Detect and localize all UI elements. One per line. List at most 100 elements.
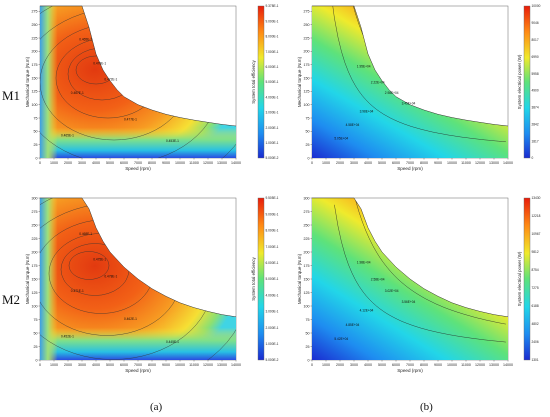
x-tick-label: 4000 [364, 161, 372, 165]
x-tick-label: 0 [39, 161, 41, 165]
y-tick-label: 175 [32, 63, 38, 67]
colorbar-tick-label: 10000 [532, 4, 541, 8]
contour-label: 5.42E+04 [334, 337, 348, 341]
x-tick-label: 10000 [175, 161, 185, 165]
y-tick-label: 300 [304, 196, 310, 200]
colorbar-tick-label: 6188 [532, 304, 539, 308]
x-tick-label: 13000 [489, 363, 499, 367]
colorbar [523, 197, 531, 361]
y-tick-label: 75 [34, 318, 38, 322]
contour-label: 0.472E-1 [104, 78, 117, 82]
y-axis-label: Mechanical torque (N.m) [297, 253, 302, 304]
colorbar-tick-label: 2406 [532, 340, 539, 344]
torque-envelope [40, 5, 237, 127]
x-tick-label: 7000 [406, 161, 414, 165]
y-tick-label: 150 [32, 277, 38, 281]
contour-label: 1.98E+04 [357, 260, 371, 264]
colorbar-tick-label: 4802 [532, 322, 539, 326]
x-axis-label: Speed (rpm) [125, 368, 151, 373]
x-tick-label: 1000 [322, 161, 330, 165]
x-tick-label: 13000 [217, 161, 227, 165]
colorbar-tick-label: 13430 [532, 196, 541, 200]
x-tick-label: 5000 [106, 363, 114, 367]
contour-label: 4.85E+04 [346, 323, 360, 327]
colorbar-tick-label: 9.505E-1 [266, 196, 279, 200]
colorbar-tick-label: 1.000E-1 [266, 141, 279, 145]
x-axis-label: Speed (rpm) [397, 368, 423, 373]
y-tick-label: 175 [304, 264, 310, 268]
x-tick-label: 4000 [92, 363, 100, 367]
y-tick-label: 75 [306, 318, 310, 322]
contour-label: 2.98E+04 [385, 91, 399, 95]
y-tick-label: 50 [34, 130, 38, 134]
x-tick-label: 8000 [148, 363, 156, 367]
y-tick-label: 300 [32, 196, 38, 200]
y-tick-label: 275 [304, 10, 310, 14]
torque-envelope [312, 5, 509, 127]
chart-svg: 1.98E+04 2.58E+04 3.02E+04 3.56E+04 4.12E+04… [297, 196, 541, 373]
contour-label: 0.475E-1 [93, 258, 106, 262]
torque-envelope [40, 197, 237, 318]
x-tick-label: 10000 [447, 363, 457, 367]
colorbar-tick-label: 9812 [532, 250, 539, 254]
y-tick-label: 275 [32, 210, 38, 214]
x-tick-label: 14000 [503, 363, 513, 367]
y-tick-label: 275 [304, 210, 310, 214]
colorbar-tick-label: 8.000E-1 [266, 229, 279, 233]
x-tick-label: 9000 [434, 363, 442, 367]
y-tick-label: 225 [32, 237, 38, 241]
y-tick-label: 75 [34, 116, 38, 120]
colorbar-tick-label: 9046 [532, 21, 539, 25]
x-tick-label: 2000 [336, 161, 344, 165]
chart-panel-m1-efficiency: 0.465E-1 0.476E-1 0.472E-1 0.467E-1 0.477E-1… [24, 2, 286, 186]
y-tick-label: 200 [304, 50, 310, 54]
y-tick-label: 250 [32, 223, 38, 227]
x-tick-label: 11000 [189, 161, 199, 165]
x-tick-label: 12000 [203, 161, 213, 165]
x-tick-label: 14000 [231, 161, 241, 165]
x-tick-label: 10000 [447, 161, 457, 165]
chart-svg: 0.468E-1 0.475E-1 0.478E-1 0.471E-1 0.462E-1… [25, 196, 279, 373]
x-tick-label: 6000 [392, 161, 400, 165]
y-tick-label: 75 [306, 116, 310, 120]
contour-line [68, 251, 110, 280]
colorbar-tick-label: 7275 [532, 286, 539, 290]
colorbar-tick-label: 9.000E-1 [266, 19, 279, 23]
colorbar-tick-label: 5.000E-2 [266, 156, 279, 160]
contour-line [351, 198, 506, 325]
x-tick-label: 2000 [64, 363, 72, 367]
x-tick-label: 2000 [64, 161, 72, 165]
colorbar-tick-label: 3874 [532, 106, 539, 110]
y-tick-label: 225 [32, 36, 38, 40]
col-label-a: (a) [150, 401, 163, 413]
x-tick-label: 11000 [189, 363, 199, 367]
y-tick-label: 200 [304, 250, 310, 254]
x-tick-label: 9000 [162, 363, 170, 367]
row-label-m1: M1 [2, 88, 21, 103]
y-tick-label: 50 [34, 331, 38, 335]
contour-label: 0.476E-1 [93, 62, 106, 66]
x-tick-label: 10000 [175, 363, 185, 367]
colorbar-label: System total efficiency [251, 59, 256, 103]
y-tick-label: 100 [304, 304, 310, 308]
colorbar-tick-label: 8754 [532, 268, 539, 272]
colorbar-tick-label: 5.000E-1 [266, 277, 279, 281]
colorbar-tick-label: 1.000E-1 [266, 342, 279, 346]
y-tick-label: 125 [32, 90, 38, 94]
x-tick-label: 6000 [120, 363, 128, 367]
y-tick-label: 250 [32, 23, 38, 27]
x-tick-label: 6000 [120, 161, 128, 165]
x-tick-label: 9000 [434, 161, 442, 165]
contour-label: 0.462E-1 [124, 317, 137, 321]
x-tick-label: 2000 [336, 363, 344, 367]
colorbar-tick-label: 6990 [532, 55, 539, 59]
colorbar-tick-label: 2.000E-1 [266, 126, 279, 130]
x-tick-label: 12000 [203, 363, 213, 367]
colorbar-tick-label: 2.000E-1 [266, 326, 279, 330]
contour-label: 0.467E-1 [71, 91, 84, 95]
x-tick-label: 1000 [50, 363, 58, 367]
y-tick-label: 250 [304, 23, 310, 27]
chart-panel-m2-power: 1.98E+04 2.58E+04 3.02E+04 3.56E+04 4.12E+04… [296, 194, 546, 390]
contour-label: 0.452E-1 [61, 334, 74, 338]
colorbar-tick-label: 5958 [532, 72, 539, 76]
